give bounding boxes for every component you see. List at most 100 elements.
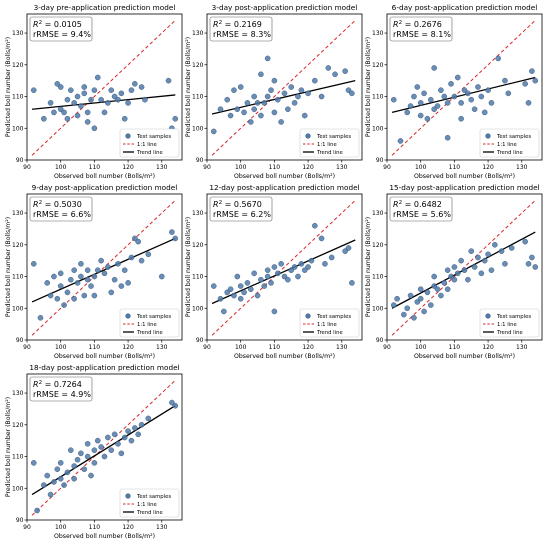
r2-text: R2 = 0.2169 (213, 20, 262, 29)
data-layer (210, 19, 356, 156)
one-to-one-line (211, 199, 356, 336)
data-point (61, 482, 67, 488)
data-point (305, 264, 311, 270)
data-point (498, 248, 505, 254)
legend-label-trend: Trend line (136, 330, 163, 336)
legend-label-samples: Test samples (496, 314, 531, 320)
y-tick-label: 120 (372, 62, 384, 69)
legend-label-one-to-one: 1:1 line (497, 142, 517, 148)
y-tick-label: 90 (16, 157, 24, 164)
legend: Test samples 1:1 line Trend line (119, 308, 180, 338)
data-point (234, 106, 241, 113)
data-point (91, 87, 98, 93)
data-point (458, 100, 464, 106)
data-point (91, 292, 98, 299)
data-point (101, 270, 108, 277)
data-point (57, 475, 64, 482)
data-point (128, 87, 135, 93)
data-point (390, 302, 397, 308)
x-tick-label: 130 (336, 344, 348, 351)
data-point (64, 289, 71, 296)
y-tick-label: 110 (372, 94, 384, 101)
data-point (221, 308, 227, 315)
data-point (57, 270, 64, 277)
stats-box-frame (209, 196, 273, 222)
data-point (485, 87, 491, 93)
data-point (404, 305, 411, 312)
data-point (278, 119, 284, 125)
y-tick-label: 120 (192, 242, 204, 249)
panel-4: 9-day post-application prediction model 9… (5, 183, 183, 360)
data-point (434, 286, 441, 293)
data-point (318, 235, 325, 242)
x-tick-label: 120 (122, 524, 134, 531)
data-point (84, 453, 91, 460)
legend-label-one-to-one: 1:1 line (137, 142, 157, 148)
data-point (308, 257, 315, 264)
data-point (502, 261, 508, 267)
data-point (522, 81, 528, 87)
data-point (441, 280, 448, 286)
x-tick-label: 110 (89, 344, 101, 351)
data-point (138, 84, 145, 90)
data-point (417, 286, 424, 293)
data-point (525, 100, 532, 106)
data-point (91, 447, 98, 453)
panel-6: 15-day post-application prediction model… (365, 183, 543, 360)
data-point (30, 87, 37, 93)
legend-marker-samples (125, 313, 131, 319)
data-layer (210, 199, 356, 336)
data-point (47, 292, 54, 299)
data-point (244, 280, 251, 286)
data-point (492, 241, 498, 248)
y-tick-label: 130 (12, 30, 24, 37)
y-axis-label: Predicted boll number (Bolls/m²) (365, 217, 372, 317)
x-tick-label: 100 (55, 164, 67, 171)
y-tick-label: 110 (12, 94, 24, 101)
y-tick-label: 100 (192, 305, 204, 312)
data-point (121, 115, 128, 122)
rrmse-text: rRMSE = 6.6% (33, 210, 91, 219)
data-point (78, 261, 84, 267)
legend: Test samples 1:1 line Trend line (119, 488, 180, 518)
legend-label-one-to-one: 1:1 line (137, 322, 157, 328)
data-point (529, 68, 535, 74)
stats-box-frame (29, 16, 93, 42)
rrmse-text: rRMSE = 5.6% (393, 210, 451, 219)
x-tick-label: 90 (203, 164, 211, 171)
data-point (68, 447, 74, 453)
y-tick-label: 120 (12, 62, 24, 69)
y-tick-label: 100 (12, 125, 24, 132)
data-point (138, 257, 145, 264)
data-point (128, 254, 135, 261)
panel-2: 3-day post-application prediction model 9… (185, 3, 363, 180)
r2-superscript: 2 (39, 380, 43, 386)
data-point (237, 295, 244, 302)
y-axis-label: Predicted boll number (Bolls/m²) (5, 397, 12, 497)
data-point (342, 68, 348, 74)
data-point (525, 261, 532, 267)
data-point (71, 100, 77, 106)
data-point (217, 106, 224, 113)
data-point (444, 134, 451, 141)
r2-text: R2 = 0.6482 (393, 200, 442, 209)
data-point (285, 106, 291, 113)
y-tick-label: 100 (192, 125, 204, 132)
legend: Test samples 1:1 line Trend line (119, 128, 180, 158)
y-axis-label: Predicted boll number (Bolls/m²) (5, 217, 12, 317)
data-point (495, 55, 501, 62)
y-tick-label: 130 (12, 390, 24, 397)
r2-superscript: 2 (219, 200, 223, 206)
data-point (71, 463, 77, 469)
data-point (271, 109, 278, 116)
data-point (428, 302, 434, 308)
data-point (301, 112, 308, 119)
legend-label-samples: Test samples (316, 134, 351, 140)
x-tick-label: 120 (482, 344, 494, 351)
data-point (74, 112, 81, 119)
data-point (295, 273, 301, 280)
stats-box-frame (29, 196, 93, 222)
data-point (125, 100, 131, 106)
data-point (271, 308, 278, 315)
data-point (47, 100, 54, 106)
